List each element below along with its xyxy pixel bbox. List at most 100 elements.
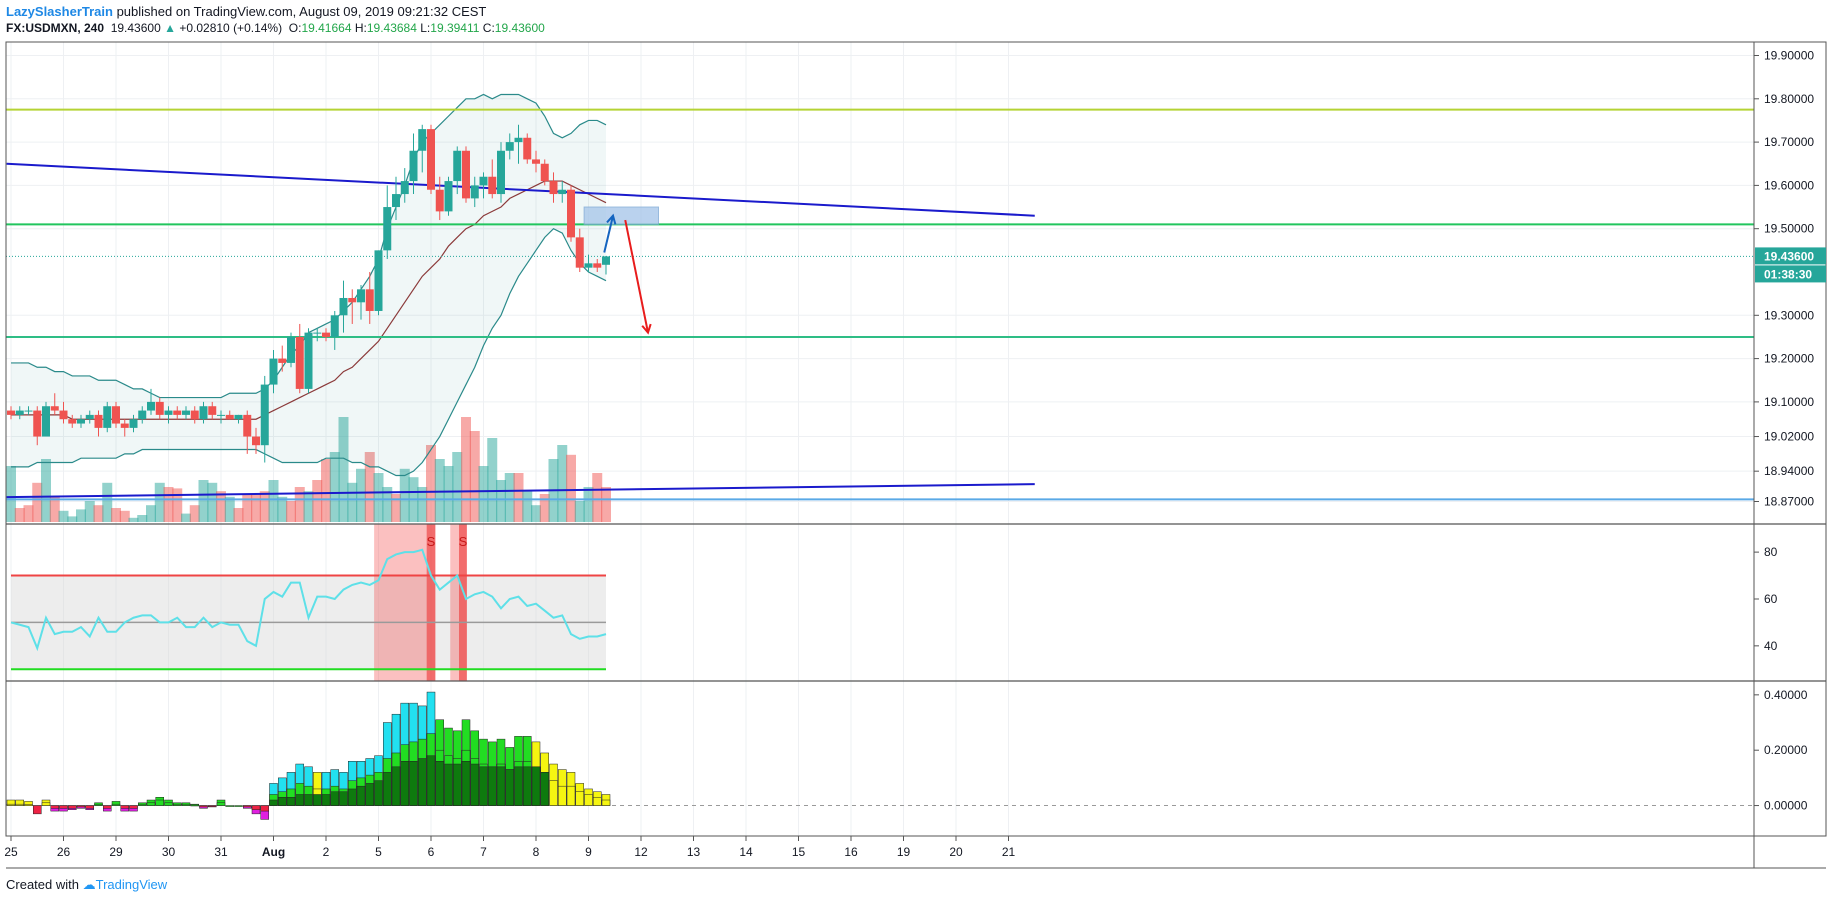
price-tick-label: 19.20000 [1764,352,1814,366]
volume-bar [224,496,235,522]
histogram-inner-bar [50,805,59,809]
volume-bar [539,494,550,522]
volume-bar [189,505,200,522]
candle-body [427,129,435,190]
candle-body [514,137,523,143]
candle-body [199,406,208,420]
price-tick-label: 19.70000 [1764,135,1814,149]
close-label: C: [482,21,495,35]
rsi-line [10,548,607,652]
volume-bar [329,452,340,522]
time-tick-label: 15 [792,845,806,859]
time-tick-label: 5 [375,845,382,859]
volume-bar [41,459,51,522]
volume-bar [268,480,279,522]
rsi-tick-label: 40 [1764,639,1778,653]
histogram-core-bar [523,766,532,806]
candle-body [470,185,479,199]
candle-body [42,406,50,437]
volume-bar [163,487,174,522]
histogram-core-bar [313,794,322,806]
histogram-inner-bar [103,805,112,809]
histogram-inner-bar [216,802,226,806]
time-tick-label: 21 [1002,845,1016,859]
volume-bar [338,417,349,522]
countdown-badge-text: 01:38:30 [1764,267,1812,281]
volume-bar [119,510,130,522]
histogram-core-bar [531,766,541,806]
candle-body [129,419,138,428]
histogram-inner-bar [208,805,217,807]
candle-body [462,150,470,199]
rsi-tick-label: 60 [1764,592,1778,606]
volume-bar [198,480,209,522]
candle-body [409,150,418,182]
volume-bar [566,454,576,522]
candle-body [532,159,540,164]
candle-body [540,163,549,182]
open-label: O: [288,21,302,35]
rsi-signal-strip [426,524,436,681]
candle-body [147,401,155,411]
volume-bar [102,482,113,522]
histogram-core-bar [479,766,488,806]
volume-bar [172,488,183,522]
candle-body [584,263,593,268]
candle-body [217,414,225,416]
high-value: 19.43684 [366,21,417,35]
candle-body [182,410,190,415]
last-price: 19.43600 [110,21,161,35]
time-tick-label: 8 [533,845,540,859]
volume-bar [84,501,95,522]
candle-body [15,410,24,415]
time-tick-label: 7 [480,845,487,859]
volume-bar [76,509,86,522]
histogram-inner-bar [24,804,33,806]
volume-bar [469,431,480,522]
histogram-inner-bar [85,805,94,809]
volume-bar [303,491,314,522]
histogram-core-bar [383,772,392,806]
low-label: L: [420,21,431,35]
histogram-inner-bar [584,794,593,806]
price-tick-label: 19.80000 [1764,92,1814,106]
histogram-core-bar [409,761,418,806]
rsi-signal-zone [374,524,427,681]
volume-bar [128,517,139,522]
close-value: 19.43600 [494,21,545,35]
chart-frame [5,41,1827,837]
symbol-label[interactable]: FX:USDMXN, 240 [6,21,105,35]
arrow-down-icon [641,323,652,335]
volume-bar [32,482,43,522]
time-tick-label: 9 [585,845,592,859]
author-link[interactable]: LazySlasherTrain [6,4,113,19]
volume-bar [557,445,568,522]
histogram-core-bar [514,766,523,806]
candle-body [269,358,278,385]
rsi-signal-label: S [459,534,468,549]
histogram-inner-bar [566,785,576,806]
trendline [6,483,1035,499]
volume-bar [294,487,305,522]
histogram-inner-bar [120,805,129,809]
bollinger-lower-line [11,227,607,477]
histogram-inner-bar [575,791,584,806]
publish-line: LazySlasherTrain published on TradingVie… [6,4,486,19]
volume-bar [23,505,34,522]
price-tick-label: 19.50000 [1764,222,1814,236]
histogram-core-bar [418,758,427,806]
histogram-core-bar [496,766,506,806]
candle-body [348,297,357,303]
time-tick-label: Aug [262,845,285,859]
histogram-inner-bar [173,803,182,806]
volume-bar [461,417,471,522]
candle-body [374,250,383,311]
time-tick-label: 20 [949,845,963,859]
candle-body [173,410,182,415]
volume-bar [111,508,121,522]
arrow-down-line [624,219,649,333]
rsi-signal-label: S [427,534,436,549]
candle-body [50,406,59,411]
tradingview-link[interactable]: TradingView [95,877,168,892]
